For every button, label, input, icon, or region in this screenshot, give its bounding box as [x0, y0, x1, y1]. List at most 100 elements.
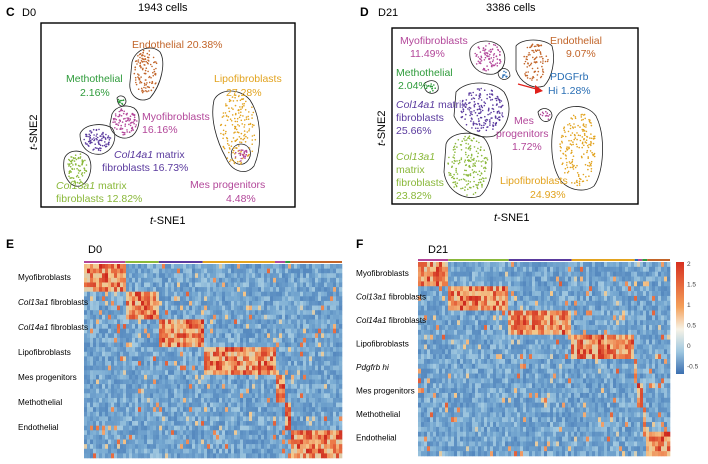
heatmap-cell — [273, 356, 277, 362]
heatmap-cell — [330, 277, 334, 283]
scatter-point — [74, 154, 77, 156]
heatmap-cell — [162, 328, 166, 334]
scatter-point — [134, 68, 136, 71]
scatter-point — [560, 157, 562, 160]
heatmap-cell — [318, 397, 322, 403]
scatter-point — [136, 63, 138, 65]
heatmap-cell — [231, 277, 235, 283]
heatmap-cell — [108, 300, 112, 306]
heatmap-cell — [255, 300, 259, 306]
heatmap-cell — [93, 361, 97, 366]
heatmap-cell — [195, 397, 199, 403]
heatmap-cell — [147, 453, 151, 459]
scatter-point — [545, 114, 548, 117]
heatmap-cell — [324, 342, 328, 348]
heatmap-cell — [261, 264, 265, 269]
heatmap-cell — [300, 277, 304, 283]
scatter-point — [469, 92, 472, 94]
scatter-point — [583, 144, 585, 147]
heatmap-cell — [186, 393, 190, 399]
heatmap-cell — [243, 416, 247, 422]
heatmap-cell — [102, 264, 106, 269]
scatter-point — [486, 54, 488, 57]
heatmap-cell — [117, 370, 121, 376]
heatmap-cell — [144, 314, 148, 320]
heatmap-cell — [183, 430, 187, 436]
heatmap-cell — [309, 361, 313, 366]
scatter-point — [84, 142, 87, 144]
heatmap-cell — [285, 264, 289, 269]
heatmap-cell — [192, 393, 196, 399]
scatter-point — [477, 184, 479, 186]
heatmap-cell — [306, 370, 310, 376]
heatmap-cell — [141, 337, 145, 343]
scatter-point — [137, 61, 140, 63]
heatmap-cell — [174, 342, 178, 348]
heatmap-cell — [339, 356, 343, 362]
heatmap-cell — [318, 305, 322, 311]
heatmap-cell — [219, 421, 223, 426]
heatmap-cell — [93, 277, 97, 283]
heatmap-cell — [180, 300, 184, 306]
scatter-point — [503, 70, 505, 73]
scatter-point — [474, 162, 476, 164]
scatter-point — [153, 68, 155, 71]
heatmap-cell — [270, 282, 274, 288]
heatmap-cell — [126, 319, 130, 325]
heatmap-cell — [123, 365, 127, 371]
scatter-point — [119, 119, 121, 122]
d-ylabel: t-SNE2 — [376, 111, 388, 146]
heatmap-cell — [255, 425, 259, 431]
heatmap-cell — [114, 351, 118, 357]
heatmap-cell — [219, 287, 223, 293]
scatter-point — [545, 55, 548, 57]
heatmap-cell — [213, 448, 217, 454]
heatmap-cell — [243, 444, 247, 450]
heatmap-cell — [159, 300, 163, 306]
scatter-point — [244, 133, 246, 136]
heatmap-cell — [285, 282, 289, 288]
scatter-point — [483, 149, 486, 151]
heatmap-cell — [282, 365, 286, 371]
scatter-point — [97, 149, 100, 151]
heatmap-cell — [147, 356, 151, 362]
heatmap-cell — [156, 319, 160, 325]
heatmap-cell — [312, 430, 316, 436]
heatmap-cell — [108, 397, 112, 403]
heatmap-cell — [216, 347, 220, 353]
heatmap-cell — [246, 393, 250, 399]
heatmap-cell — [279, 305, 283, 311]
heatmap-cell — [201, 448, 205, 454]
scatter-point — [538, 49, 540, 51]
heatmap-cell — [237, 374, 241, 380]
heatmap-cell — [141, 356, 145, 362]
heatmap-cell — [279, 397, 283, 403]
heatmap-cell — [189, 287, 193, 293]
scatter-point — [453, 154, 455, 156]
heatmap-cell — [189, 347, 193, 353]
heatmap-cell — [240, 333, 244, 339]
heatmap-cell — [162, 356, 166, 362]
scatter-point — [571, 166, 573, 169]
heatmap-cell — [198, 273, 202, 279]
scatter-point — [469, 160, 472, 163]
scatter-point — [498, 106, 500, 108]
heatmap-cell — [258, 282, 262, 288]
heatmap-cell — [135, 416, 139, 422]
scatter-point — [118, 122, 120, 124]
heatmap-cell — [117, 439, 121, 445]
scatter-point — [234, 127, 237, 129]
heatmap-cell — [147, 310, 151, 316]
heatmap-cell — [162, 365, 166, 371]
scatter-point — [480, 127, 483, 129]
heatmap-cell — [144, 277, 148, 283]
heatmap-cell — [207, 300, 211, 306]
heatmap-cell — [111, 305, 115, 311]
heatmap-cell — [150, 425, 154, 431]
heatmap-cell — [168, 277, 172, 283]
scatter-point — [579, 139, 582, 142]
scatter-point — [477, 103, 480, 105]
heatmap-cell — [243, 291, 247, 297]
scatter-point — [449, 172, 452, 175]
heatmap-cell — [180, 342, 184, 348]
